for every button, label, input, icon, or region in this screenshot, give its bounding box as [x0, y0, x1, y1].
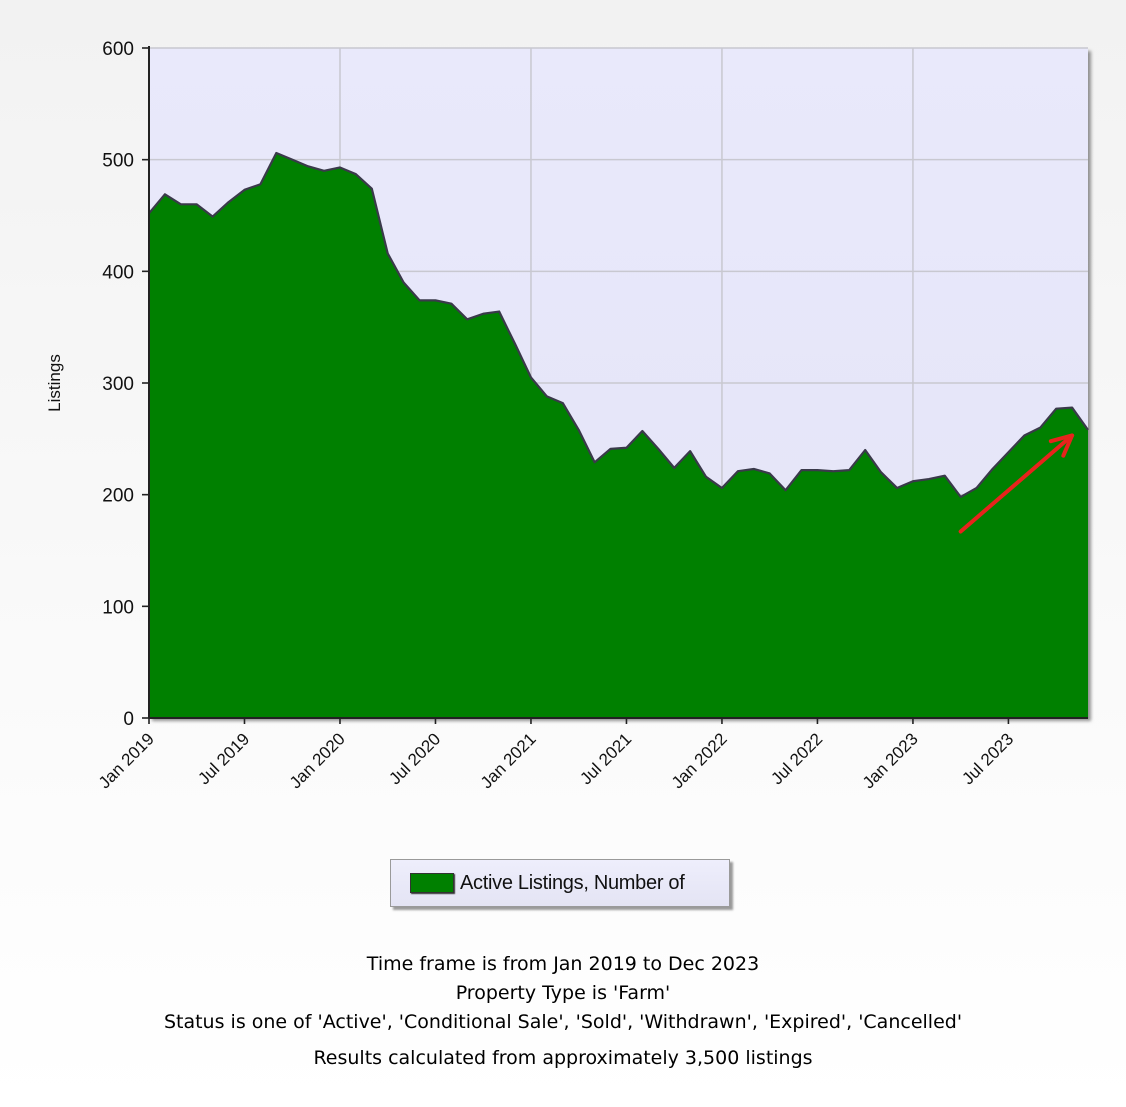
x-tick-label: Jan 2022	[668, 729, 731, 792]
x-axis-ticks: Jan 2019 Jul 2019 Jan 2020 Jul 2020 Jan 2021…	[95, 718, 1017, 792]
y-tick-label: 400	[102, 262, 134, 283]
footer-status: Status is one of 'Active', 'Conditional …	[163, 1011, 963, 1033]
chart-legend: Active Listings, Number of	[390, 859, 730, 907]
y-tick-label: 500	[102, 151, 134, 172]
x-tick-label: Jul 2019	[194, 729, 253, 788]
legend-label: Active Listings, Number of	[460, 871, 685, 894]
y-axis-title: Listings	[45, 354, 64, 412]
x-tick-label: Jul 2021	[576, 729, 635, 788]
area-series	[148, 151, 1089, 719]
area-outline	[148, 151, 1089, 498]
y-tick-label: 100	[102, 597, 134, 618]
y-tick-label: 300	[102, 374, 134, 395]
y-axis-ticks: 0 100 200 300 400 500 600	[102, 39, 149, 730]
footer-results: Results calculated from approximately 3,…	[313, 1047, 813, 1069]
y-tick-label: 200	[102, 486, 134, 507]
x-tick-label: Jan 2020	[286, 729, 349, 792]
x-tick-label: Jan 2021	[477, 729, 540, 792]
x-tick-label: Jul 2020	[385, 729, 444, 788]
x-tick-label: Jan 2023	[859, 729, 922, 792]
y-tick-label: 600	[102, 39, 134, 60]
x-tick-label: Jan 2019	[95, 729, 158, 792]
y-tick-label: 0	[123, 709, 134, 730]
area-fill	[149, 152, 1088, 719]
legend-swatch	[410, 873, 454, 893]
chart-footer: Time frame is from Jan 2019 to Dec 2023 …	[0, 950, 1126, 1073]
x-tick-label: Jul 2023	[958, 729, 1017, 788]
footer-timeframe: Time frame is from Jan 2019 to Dec 2023	[366, 953, 760, 975]
x-tick-label: Jul 2022	[767, 729, 826, 788]
arrow-head	[1048, 433, 1075, 458]
footer-property-type: Property Type is 'Farm'	[455, 982, 671, 1004]
arrow-shaft	[958, 433, 1075, 534]
trend-arrow-annotation	[958, 433, 1075, 534]
